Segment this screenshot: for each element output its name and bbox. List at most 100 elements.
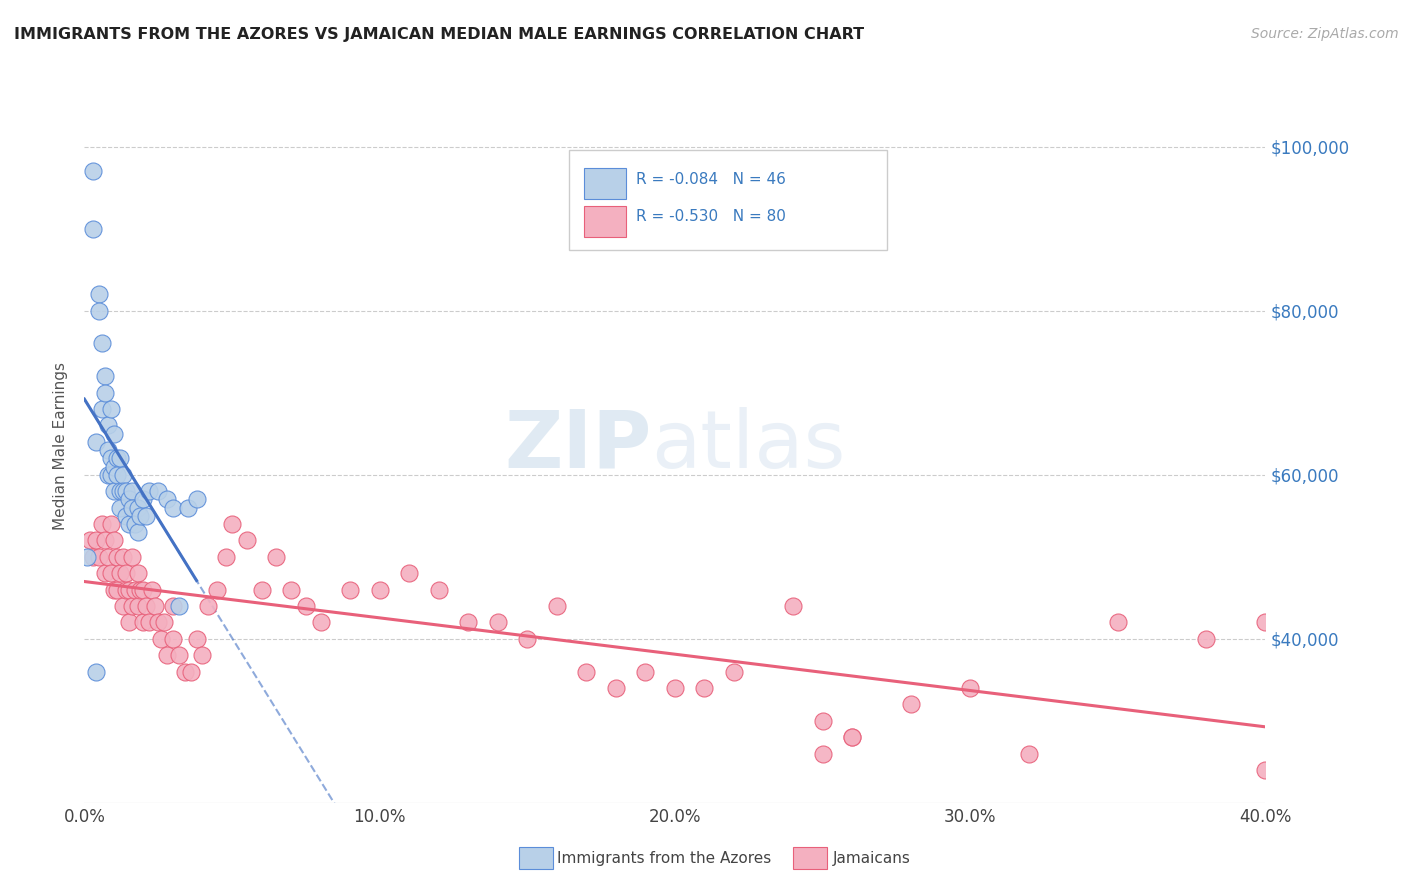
Point bbox=[100, 467, 122, 482]
Point bbox=[162, 632, 184, 646]
Point bbox=[135, 508, 157, 523]
Point bbox=[156, 648, 179, 662]
Point bbox=[693, 681, 716, 695]
Point bbox=[111, 484, 134, 499]
Point bbox=[186, 492, 208, 507]
Point bbox=[97, 443, 120, 458]
Point bbox=[121, 500, 143, 515]
Point bbox=[143, 599, 166, 613]
Point bbox=[516, 632, 538, 646]
Point bbox=[114, 508, 136, 523]
Point bbox=[84, 533, 107, 548]
Text: ZIP: ZIP bbox=[503, 407, 651, 485]
Point bbox=[91, 336, 114, 351]
Point bbox=[250, 582, 273, 597]
Point bbox=[118, 615, 141, 630]
Point bbox=[264, 549, 288, 564]
Point bbox=[1195, 632, 1218, 646]
Point bbox=[105, 549, 128, 564]
Point bbox=[368, 582, 391, 597]
Point bbox=[111, 467, 134, 482]
Point bbox=[121, 599, 143, 613]
Point bbox=[114, 484, 136, 499]
Point bbox=[162, 599, 184, 613]
Point bbox=[148, 615, 170, 630]
Point bbox=[111, 599, 134, 613]
Point bbox=[309, 615, 332, 630]
Point bbox=[135, 599, 157, 613]
Point bbox=[634, 665, 657, 679]
Point bbox=[114, 566, 136, 581]
Point bbox=[162, 500, 184, 515]
Point bbox=[177, 500, 200, 515]
Point bbox=[132, 615, 155, 630]
Point bbox=[121, 549, 143, 564]
Point bbox=[173, 665, 195, 679]
Point bbox=[132, 492, 155, 507]
Point bbox=[94, 533, 117, 548]
Point bbox=[723, 665, 745, 679]
Point bbox=[782, 599, 804, 613]
Point bbox=[105, 582, 128, 597]
Point bbox=[197, 599, 219, 613]
Point bbox=[111, 549, 134, 564]
Point bbox=[108, 566, 131, 581]
Point bbox=[105, 451, 128, 466]
Point bbox=[605, 681, 627, 695]
Point bbox=[108, 500, 131, 515]
Point bbox=[97, 467, 120, 482]
Point bbox=[132, 582, 155, 597]
Point bbox=[118, 492, 141, 507]
Point bbox=[156, 492, 179, 507]
Point bbox=[103, 459, 125, 474]
Point bbox=[100, 566, 122, 581]
Point bbox=[186, 632, 208, 646]
Point bbox=[167, 599, 190, 613]
Point bbox=[94, 566, 117, 581]
Point bbox=[138, 615, 160, 630]
Point bbox=[84, 665, 107, 679]
Point bbox=[457, 615, 479, 630]
FancyBboxPatch shape bbox=[568, 150, 887, 250]
Point bbox=[94, 385, 117, 400]
Text: R = -0.530   N = 80: R = -0.530 N = 80 bbox=[636, 209, 786, 224]
Point bbox=[124, 582, 146, 597]
Point bbox=[546, 599, 568, 613]
Point bbox=[103, 484, 125, 499]
Point bbox=[811, 714, 834, 728]
Point bbox=[100, 516, 122, 531]
Point bbox=[167, 648, 190, 662]
Point bbox=[150, 632, 173, 646]
Point bbox=[236, 533, 259, 548]
Point bbox=[1107, 615, 1129, 630]
Point bbox=[84, 434, 107, 449]
Point bbox=[103, 426, 125, 441]
Point bbox=[339, 582, 361, 597]
Point bbox=[129, 582, 152, 597]
Point bbox=[82, 549, 104, 564]
Point bbox=[575, 665, 598, 679]
Point bbox=[91, 402, 114, 417]
Point bbox=[841, 730, 863, 744]
Point bbox=[82, 164, 104, 178]
Point bbox=[664, 681, 686, 695]
Text: Immigrants from the Azores: Immigrants from the Azores bbox=[557, 852, 770, 866]
Point bbox=[148, 484, 170, 499]
Point bbox=[76, 549, 98, 564]
Text: Jamaicans: Jamaicans bbox=[832, 852, 910, 866]
Point bbox=[127, 599, 149, 613]
Point bbox=[180, 665, 202, 679]
Y-axis label: Median Male Earnings: Median Male Earnings bbox=[53, 362, 69, 530]
Point bbox=[486, 615, 509, 630]
Point bbox=[103, 533, 125, 548]
Point bbox=[129, 508, 152, 523]
Point bbox=[127, 500, 149, 515]
Point bbox=[124, 516, 146, 531]
Point bbox=[79, 533, 101, 548]
Point bbox=[94, 369, 117, 384]
Point bbox=[1254, 763, 1277, 777]
Point bbox=[191, 648, 214, 662]
Text: atlas: atlas bbox=[651, 407, 845, 485]
Point bbox=[108, 451, 131, 466]
Point bbox=[100, 402, 122, 417]
